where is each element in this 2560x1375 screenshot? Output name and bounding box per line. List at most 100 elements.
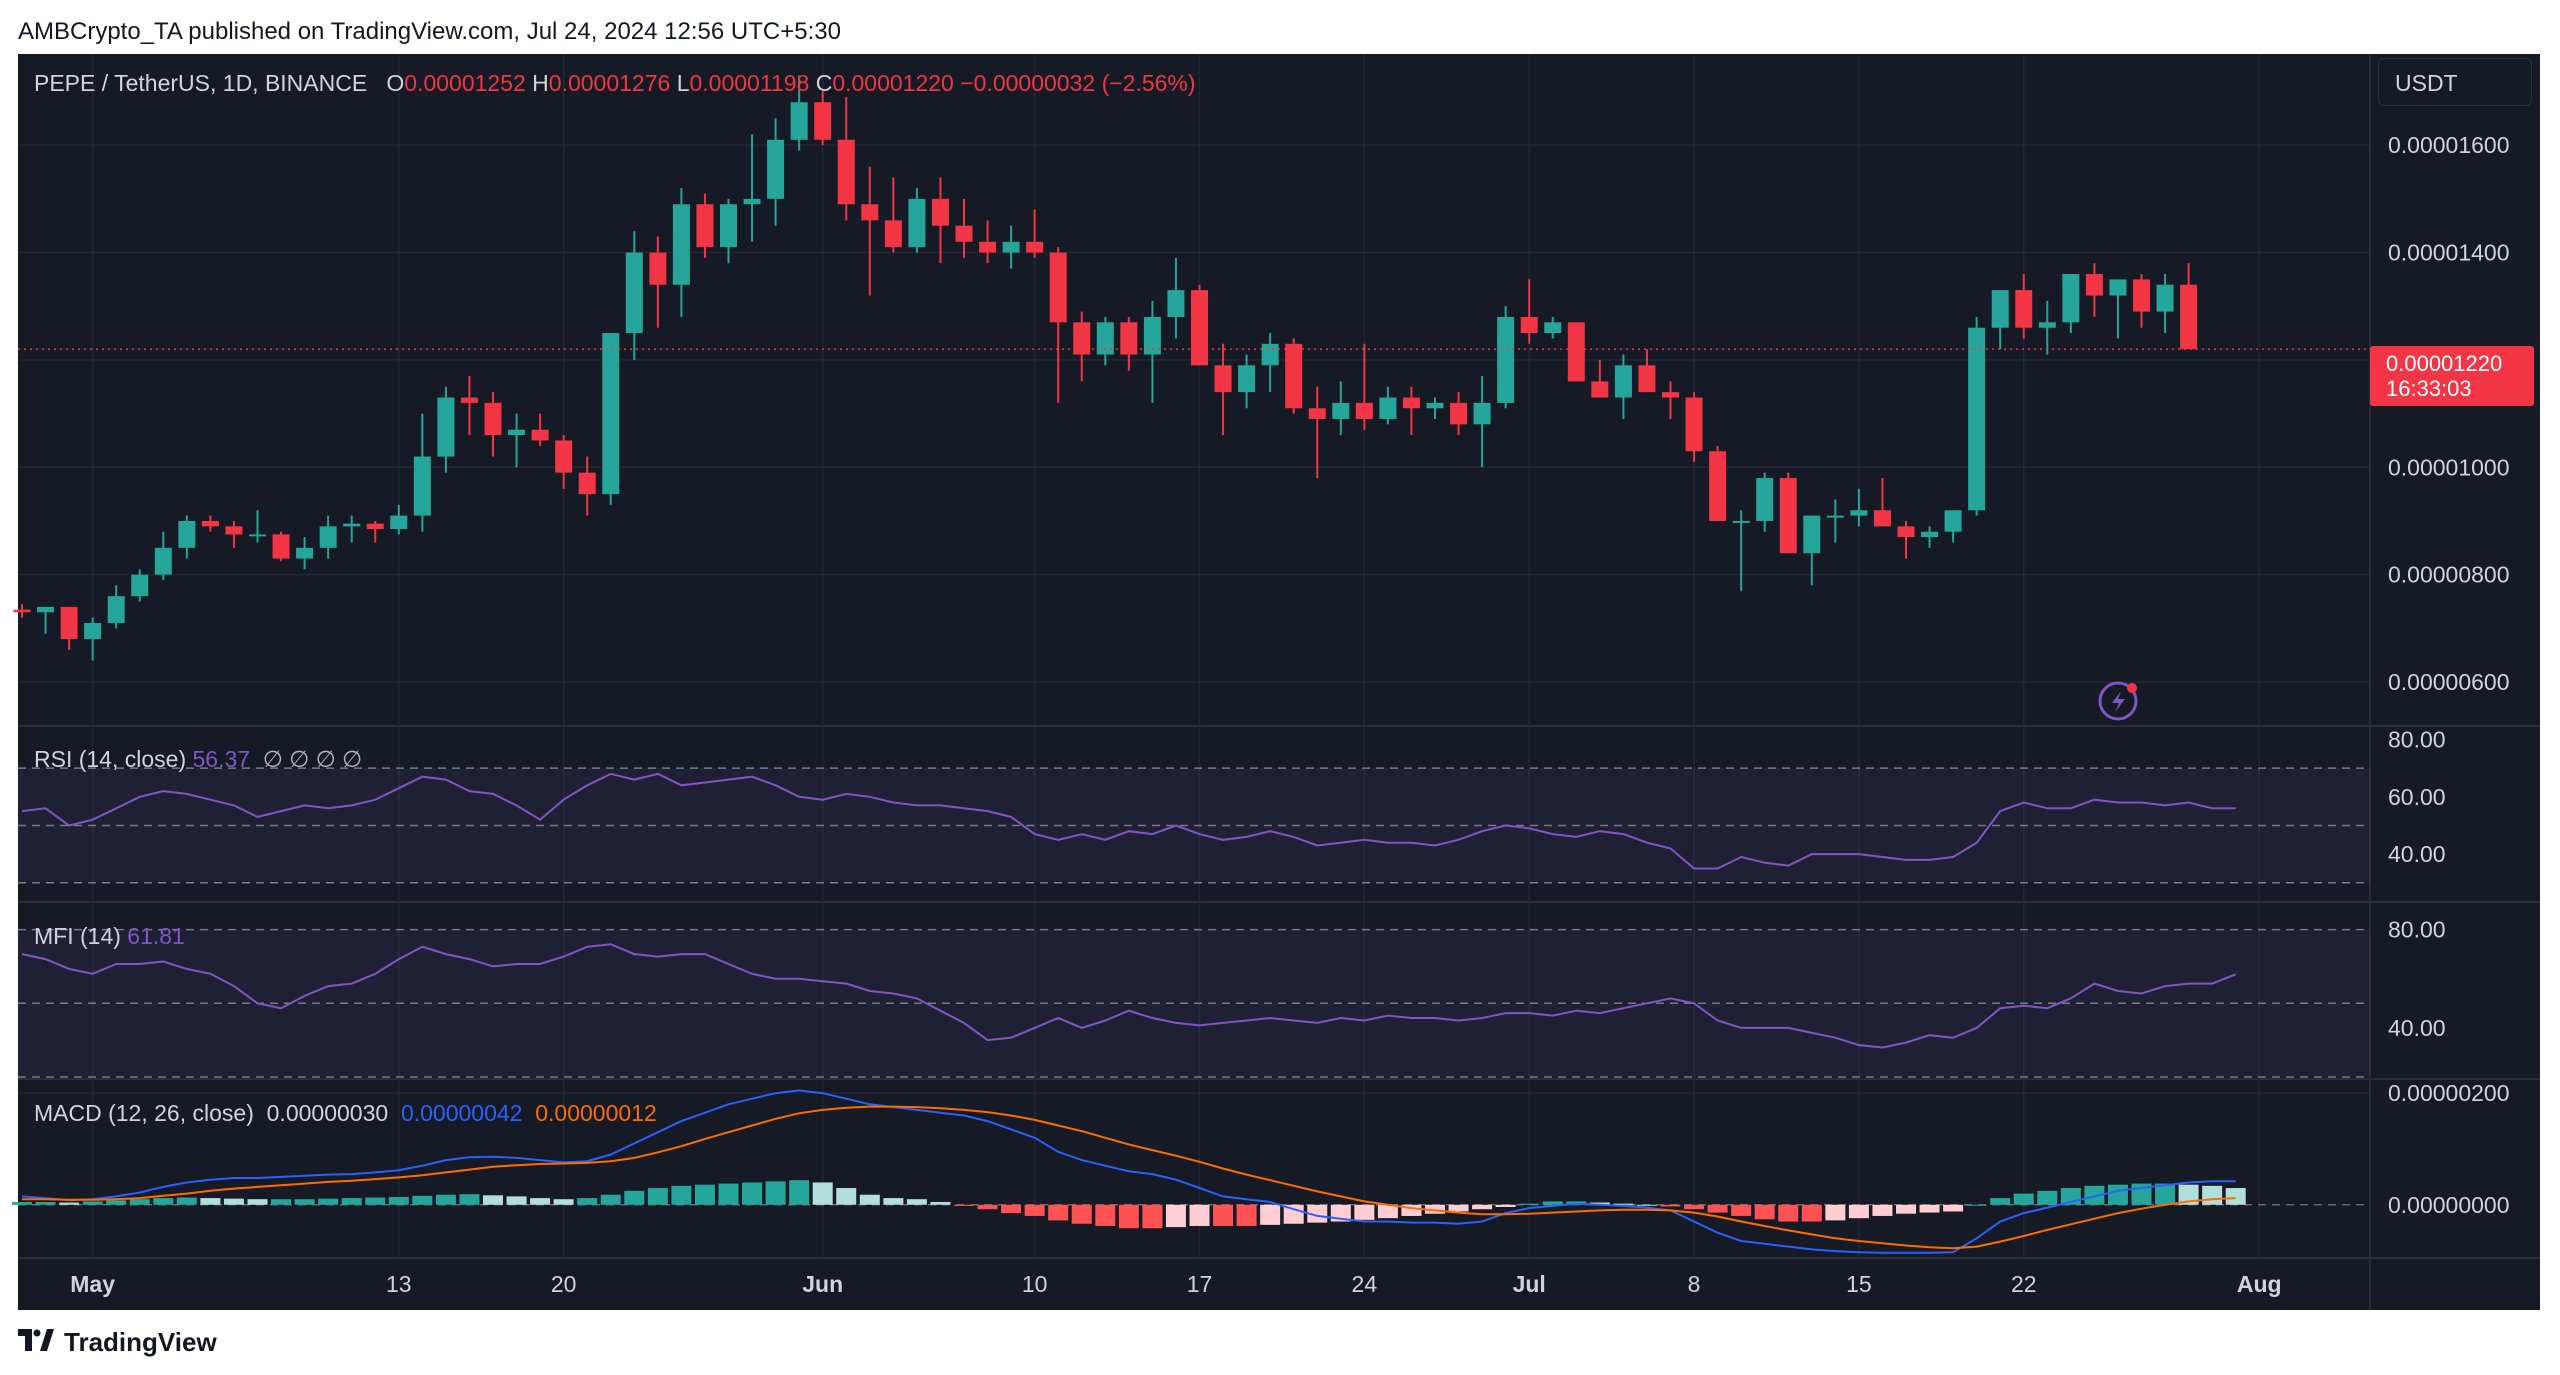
price-tick-label: 0.00001600 — [2388, 132, 2510, 158]
candle-body — [366, 523, 384, 530]
candle-body — [1968, 327, 1986, 511]
candle-body — [837, 139, 855, 205]
candle-body — [790, 102, 808, 140]
macd-hist-bar — [1825, 1204, 1846, 1221]
macd-hist-bar — [106, 1200, 127, 1205]
macd-hist-bar — [1213, 1204, 1234, 1226]
candle-body — [2133, 279, 2150, 312]
tradingview-logo-icon[interactable] — [18, 1327, 54, 1358]
osc-tick-label: 80.00 — [2388, 917, 2446, 943]
rsi-label[interactable]: RSI (14, close) — [34, 746, 187, 772]
symbol-title[interactable]: PEPE / TetherUS, 1D, BINANCE — [34, 70, 368, 96]
rsi-legend: RSI (14, close) 56.37 ∅ ∅ ∅ ∅ — [34, 746, 362, 773]
candle-body — [696, 204, 714, 248]
candle-body — [460, 397, 478, 403]
macd-hist-bar — [930, 1201, 951, 1205]
macd-hist-bar — [1896, 1204, 1916, 1214]
macd-hist-bar — [271, 1199, 292, 1205]
macd-hist-bar — [530, 1198, 551, 1205]
time-tick-label: May — [70, 1271, 115, 1297]
candle-body — [2015, 290, 2033, 328]
change-value: −0.00000032 (−2.56%) — [960, 70, 1196, 96]
candle-body — [37, 606, 55, 613]
candle-body — [531, 429, 549, 441]
price-tick-label: 0.00000800 — [2388, 562, 2510, 588]
candle-body — [2109, 279, 2127, 296]
candle-body — [955, 225, 973, 242]
macd-hist-bar — [1660, 1204, 1681, 1207]
replay-icon[interactable] — [2098, 681, 2138, 721]
macd-label[interactable]: MACD (12, 26, close) — [34, 1100, 254, 1126]
macd-hist-bar — [1354, 1204, 1375, 1220]
price-axis: 0.00001600 0.00001400 0.00001000 0.00000800… — [2388, 132, 2510, 695]
macd-hist-bar — [577, 1198, 598, 1205]
candle-body — [1638, 365, 1656, 393]
macd-hist-bar — [1943, 1204, 1964, 1212]
mfi-label[interactable]: MFI (14) — [34, 923, 121, 949]
macd-hist-bar — [624, 1190, 645, 1205]
currency-button[interactable]: USDT — [2378, 58, 2532, 106]
candle-body — [814, 102, 832, 140]
candle-body — [2062, 274, 2080, 323]
macd-hist-bar — [223, 1198, 244, 1205]
open-value: 0.00001252 — [404, 70, 526, 96]
close-label: C — [815, 70, 833, 96]
candle-body — [555, 440, 573, 473]
open-label: O — [386, 70, 405, 96]
macd-hist-bar — [1613, 1203, 1634, 1205]
macd-hist-bar — [506, 1196, 527, 1205]
candle-body — [484, 402, 502, 436]
macd-hist-bar — [718, 1183, 739, 1205]
last-price-tag: 0.00001220 16:33:03 — [2370, 346, 2534, 406]
rsi-panel: 80.00 60.00 40.00 — [18, 726, 2446, 884]
time-tick-label: 8 — [1688, 1271, 1701, 1297]
macd-hist-bar — [1165, 1204, 1186, 1228]
chart-canvas[interactable]: 0.00001600 0.00001400 0.00001000 0.00000800… — [0, 0, 2560, 1310]
macd-hist-bar — [176, 1197, 197, 1205]
candle-body — [413, 456, 431, 516]
candle-body — [343, 523, 361, 527]
macd-hist-bar — [247, 1199, 268, 1205]
macd-hist-bar — [765, 1181, 786, 1205]
macd-hist-bar — [35, 1201, 56, 1205]
candle-body — [131, 574, 149, 597]
macd-hist-bar — [2225, 1188, 2246, 1205]
candle-body — [319, 526, 337, 548]
macd-tick-label: 0.00000200 — [2388, 1080, 2510, 1106]
mfi-legend: MFI (14) 61.81 — [34, 923, 185, 950]
candle-body — [249, 534, 266, 537]
candle-body — [272, 534, 290, 559]
candle-body — [1120, 322, 1138, 355]
symbol-legend: PEPE / TetherUS, 1D, BINANCE O0.00001252… — [34, 70, 1196, 97]
candle-body — [1591, 381, 1609, 398]
macd-hist-bar — [341, 1198, 362, 1205]
candle-body — [178, 520, 196, 548]
candle-body — [225, 526, 243, 535]
macd-hist-bar — [883, 1198, 904, 1205]
candle-body — [1614, 365, 1632, 398]
candle-body — [437, 397, 455, 457]
macd-hist-bar — [954, 1204, 974, 1206]
macd-legend: MACD (12, 26, close) 0.00000030 0.000000… — [34, 1100, 657, 1127]
high-label: H — [532, 70, 549, 96]
macd-panel: 0.00000200 0.00000000 — [12, 1080, 2510, 1254]
price-tick-label: 0.00001400 — [2388, 240, 2510, 266]
candle-body — [720, 204, 737, 248]
candle-body — [1379, 397, 1397, 419]
candle-body — [60, 606, 78, 640]
macd-hist-bar — [1001, 1204, 1022, 1214]
macd-hist-bar — [742, 1182, 763, 1205]
macd-hist-bar — [1024, 1204, 1045, 1216]
macd-hist-bar — [1731, 1204, 1752, 1216]
macd-hist-bar — [1966, 1204, 1987, 1206]
macd-hist-bar — [694, 1184, 715, 1205]
macd-hist-bar — [2084, 1185, 2105, 1205]
macd-hist-bar — [2202, 1185, 2223, 1205]
candle-body — [296, 547, 314, 559]
candle-body — [1073, 322, 1091, 355]
macd-hist-bar — [1260, 1204, 1281, 1225]
candle-body — [13, 609, 31, 613]
candle-body — [908, 198, 926, 248]
macd-hist-bar — [2037, 1190, 2058, 1205]
high-value: 0.00001276 — [548, 70, 671, 96]
